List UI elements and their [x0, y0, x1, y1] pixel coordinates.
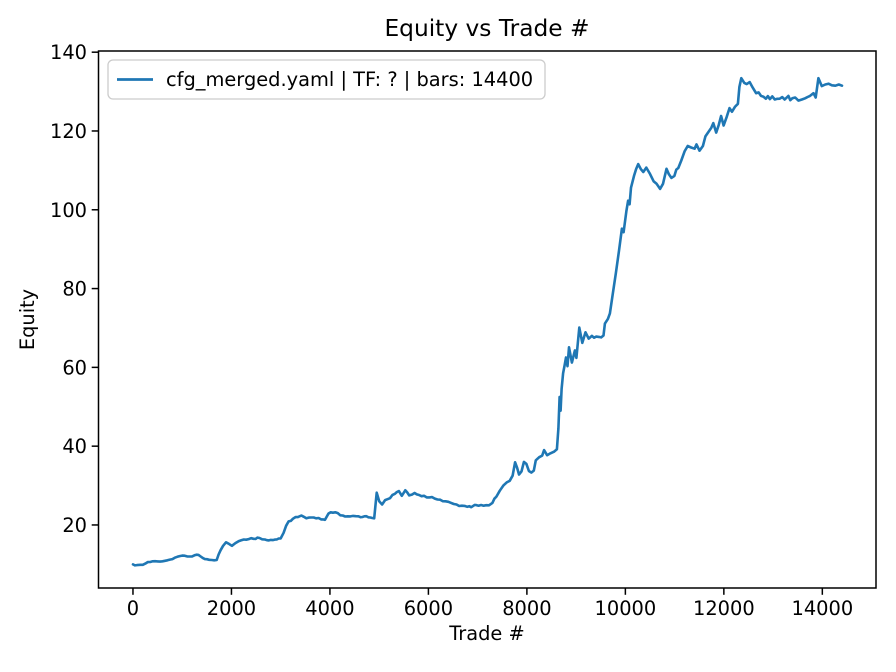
plot-area: 0 2000 4000 6000 8000 10000 12000 14000 20 40 60 8… — [50, 41, 877, 620]
x-tick-label: 0 — [127, 597, 139, 620]
x-axis-label: Trade # — [448, 622, 525, 645]
x-tick-label: 12000 — [693, 597, 755, 620]
y-tick-label: 20 — [62, 514, 87, 537]
legend-box — [107, 59, 546, 100]
legend: cfg_merged.yaml | TF: ? | bars: 14400 — [107, 59, 546, 100]
x-tick-label: 6000 — [404, 597, 453, 620]
x-axis-ticks: 0 2000 4000 6000 8000 10000 12000 14000 — [127, 588, 853, 620]
x-tick-label: 10000 — [595, 597, 657, 620]
chart-title: Equity vs Trade # — [384, 15, 589, 42]
x-tick-label: 14000 — [791, 597, 853, 620]
legend-label: cfg_merged.yaml | TF: ? | bars: 14400 — [166, 68, 533, 91]
y-tick-label: 60 — [62, 356, 87, 379]
axes-spines — [97, 50, 877, 589]
y-tick-label: 140 — [50, 41, 87, 64]
equity-series-line — [131, 76, 844, 567]
y-tick-label: 120 — [50, 120, 87, 143]
x-tick-label: 8000 — [502, 597, 551, 620]
x-tick-label: 2000 — [207, 597, 256, 620]
x-tick-label: 4000 — [305, 597, 354, 620]
y-tick-label: 100 — [50, 199, 87, 222]
y-tick-label: 80 — [62, 278, 87, 301]
y-axis-ticks: 20 40 60 80 100 120 140 — [50, 41, 99, 537]
y-axis-label: Equity — [16, 289, 39, 350]
y-tick-label: 40 — [62, 435, 87, 458]
